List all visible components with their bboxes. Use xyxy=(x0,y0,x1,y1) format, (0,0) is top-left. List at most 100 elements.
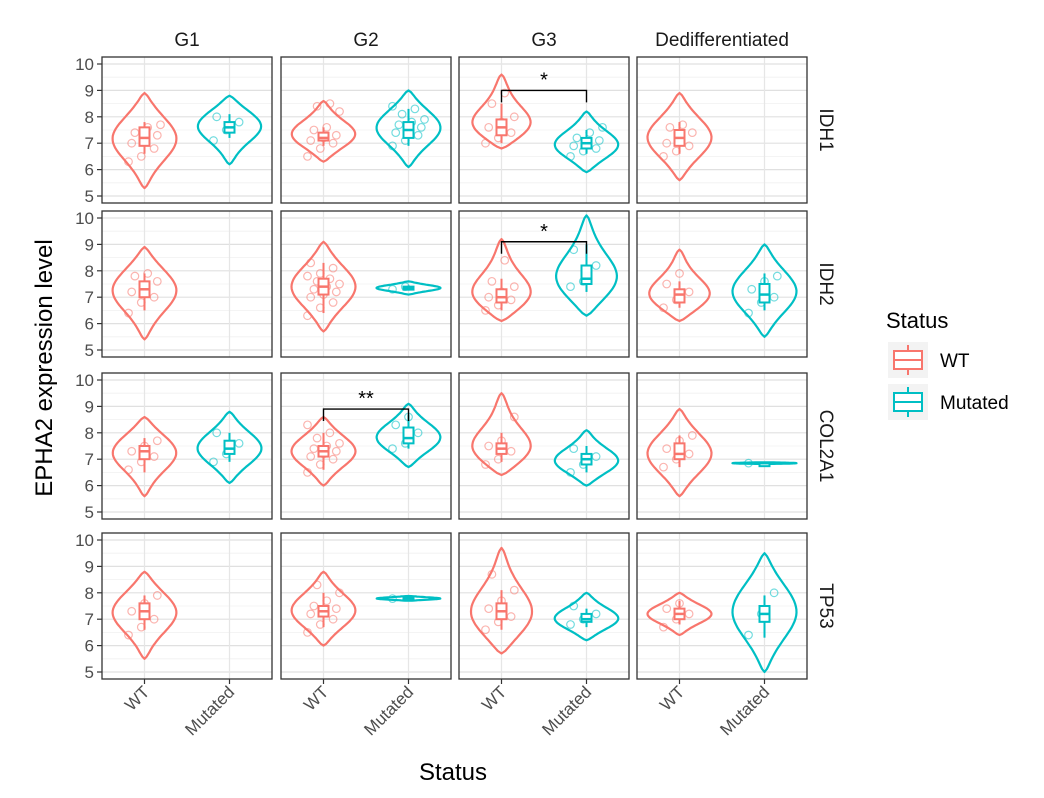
data-point xyxy=(391,420,401,430)
data-point xyxy=(303,271,312,281)
y-tick-label: 8 xyxy=(85,108,94,127)
y-tick-label: 9 xyxy=(85,557,94,576)
data-point xyxy=(662,604,672,614)
data-point xyxy=(152,436,162,446)
x-tick-label-wt: WT xyxy=(300,682,332,714)
data-point xyxy=(744,630,753,640)
violin-wt xyxy=(111,91,178,190)
panels-layer: **** xyxy=(101,56,808,680)
panel-idh1-dedifferentiated xyxy=(636,56,808,204)
panel-border xyxy=(636,532,808,680)
y-tick-label: 8 xyxy=(85,424,94,443)
violin-wt xyxy=(646,91,713,182)
data-point xyxy=(416,122,426,132)
strips-layer: G1 G2 G3 Dedifferentiated IDH1 IDH2 COL2A1 TP53 xyxy=(174,30,836,629)
violin-wt xyxy=(648,248,711,323)
box-wt xyxy=(138,126,151,147)
y-tick-label: 7 xyxy=(85,610,94,629)
column-strip-g2: G2 xyxy=(353,30,378,51)
panel-idh1-g1 xyxy=(101,56,273,204)
violin-mutated xyxy=(196,410,263,485)
row-strip-tp53: TP53 xyxy=(815,583,836,628)
y-tick-label: 7 xyxy=(85,288,94,307)
data-point xyxy=(481,138,490,148)
data-point xyxy=(303,420,312,430)
y-tick-label: 10 xyxy=(75,531,94,550)
violin-wt xyxy=(471,238,532,323)
data-point xyxy=(397,109,407,119)
data-point xyxy=(325,99,335,108)
row-strip-col2a1: COL2A1 xyxy=(815,410,836,483)
data-point xyxy=(312,433,322,443)
x-tick-label-mutated: Mutated xyxy=(181,682,238,739)
data-point xyxy=(413,130,423,140)
panel-border xyxy=(636,56,808,204)
data-point xyxy=(481,460,490,469)
data-point xyxy=(659,462,668,472)
data-point xyxy=(662,279,672,289)
data-point xyxy=(772,271,782,281)
panel-idh2-g3: * xyxy=(458,210,630,358)
panel-idh1-g2 xyxy=(280,56,452,204)
data-point xyxy=(209,136,218,145)
y-tick-label: 10 xyxy=(75,55,94,74)
legend-title: Status xyxy=(886,308,948,333)
y-tick-label: 5 xyxy=(85,503,94,522)
data-point xyxy=(127,138,137,148)
violin-wt xyxy=(646,407,713,498)
data-point xyxy=(569,245,579,255)
y-tick-label: 6 xyxy=(85,315,94,334)
data-point xyxy=(309,284,319,294)
data-point xyxy=(335,438,344,448)
y-tick-label: 10 xyxy=(75,209,94,228)
panel-border xyxy=(101,372,273,520)
violin-mutated xyxy=(553,110,620,174)
data-point xyxy=(127,287,137,297)
data-point xyxy=(124,465,133,475)
violin-mutated xyxy=(553,429,620,487)
data-point xyxy=(391,128,401,138)
data-point xyxy=(569,141,579,151)
violin-wt xyxy=(290,240,357,333)
data-point xyxy=(328,138,338,148)
panel-border xyxy=(101,56,273,204)
data-point xyxy=(303,468,312,477)
data-point xyxy=(331,446,341,456)
data-point xyxy=(662,138,672,148)
y-tick-label: 5 xyxy=(85,341,94,360)
violin-wt xyxy=(290,570,357,647)
box-mutated xyxy=(580,612,593,623)
data-point xyxy=(212,112,222,122)
data-point xyxy=(484,122,494,132)
violin-wt xyxy=(469,546,534,655)
data-point xyxy=(312,101,322,111)
data-point xyxy=(388,594,397,604)
data-point xyxy=(124,157,133,167)
significance-bracket xyxy=(322,408,410,422)
data-point xyxy=(335,107,344,116)
data-point xyxy=(306,609,316,619)
panel-border xyxy=(636,210,808,358)
data-point xyxy=(306,292,316,302)
panel-border xyxy=(458,532,630,680)
data-point xyxy=(388,284,397,294)
data-point xyxy=(149,144,159,153)
data-point xyxy=(306,258,316,268)
significance-bracket xyxy=(500,241,588,254)
row-strip-idh2: IDH2 xyxy=(815,262,836,305)
data-point xyxy=(312,580,322,590)
panel-tp53-g2 xyxy=(280,532,452,680)
data-point xyxy=(328,263,338,273)
data-point xyxy=(335,279,344,289)
legend-label-mutated: Mutated xyxy=(940,393,1009,414)
violin-mutated xyxy=(375,594,442,602)
panel-col2a1-dedifferentiated xyxy=(636,372,808,520)
violin-wt xyxy=(111,245,178,341)
data-point xyxy=(566,282,575,292)
data-point xyxy=(309,125,319,135)
data-point xyxy=(659,622,668,632)
data-point xyxy=(684,287,694,297)
violin-wt xyxy=(471,392,532,477)
y-tick-label: 9 xyxy=(85,81,94,100)
data-point xyxy=(234,117,244,127)
